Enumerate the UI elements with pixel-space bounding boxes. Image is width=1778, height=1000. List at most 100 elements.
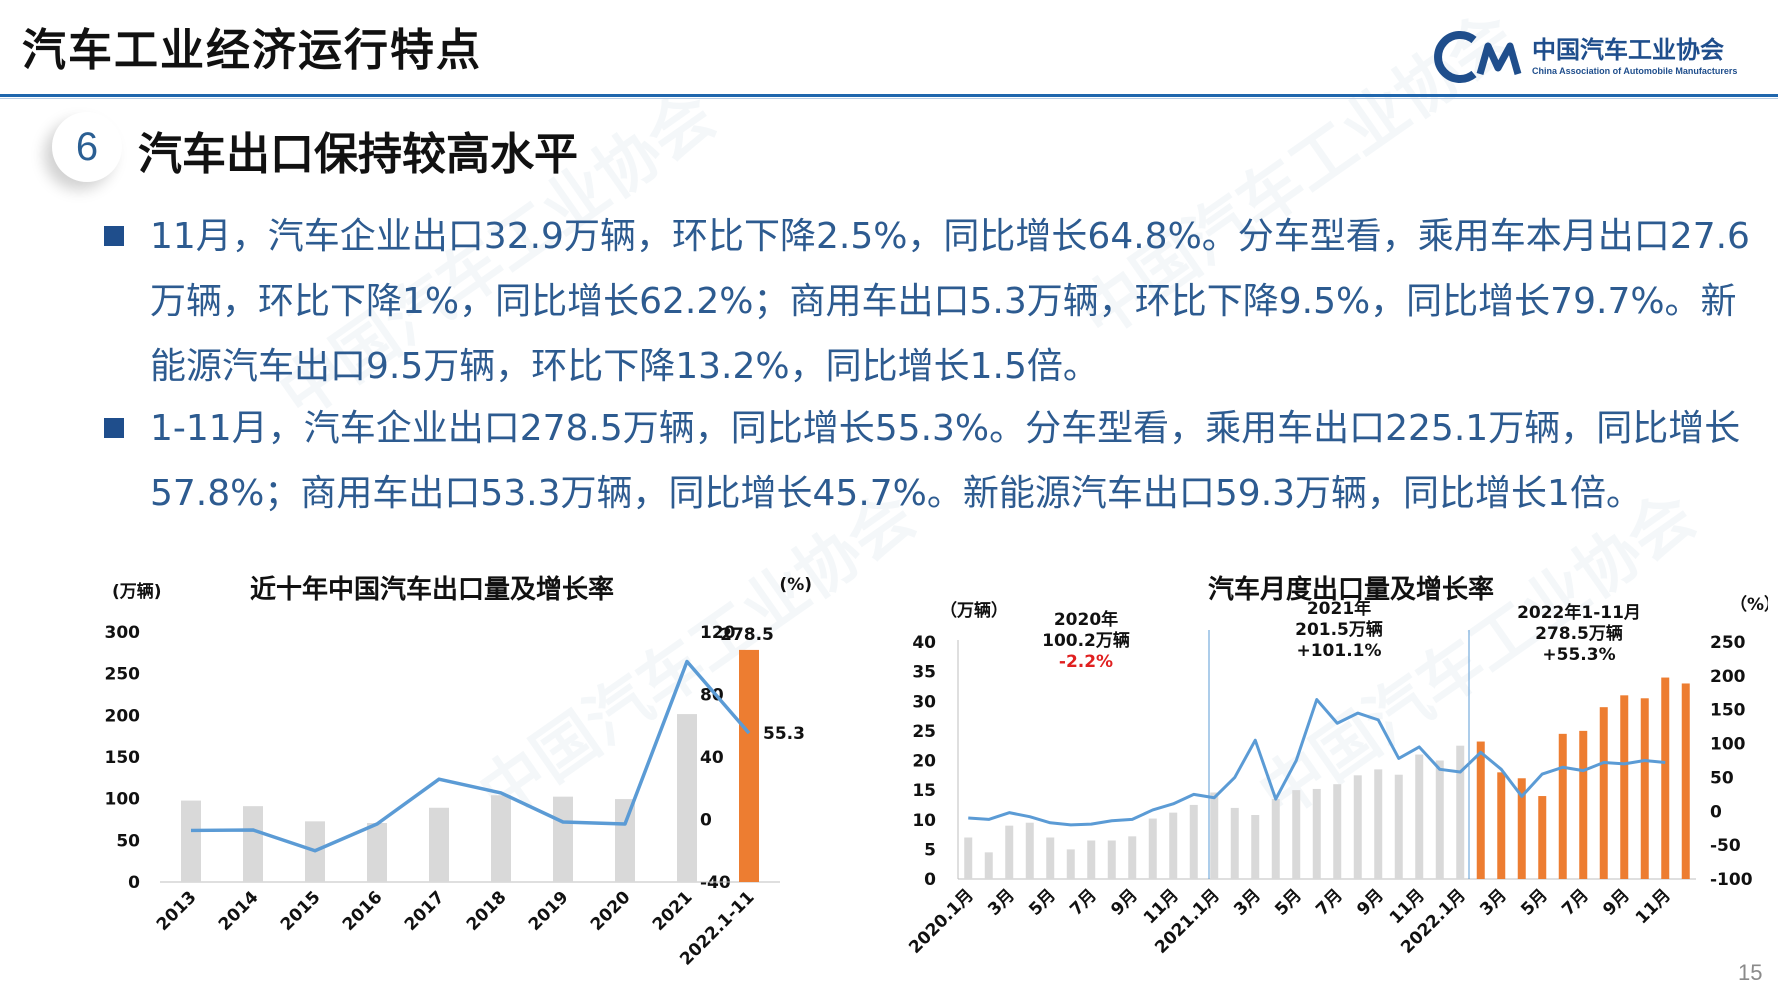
chart2-ytick: 15 [912, 781, 936, 801]
chart2-bar-2022 [1681, 683, 1690, 879]
chart2-title: 汽车月度出口量及增长率 [1208, 574, 1494, 605]
chart2-bar [1456, 745, 1465, 879]
chart2-y2tick: 150 [1710, 701, 1746, 721]
chart1-bar [615, 799, 635, 882]
chart1-ytick: 250 [105, 665, 141, 685]
chart2-bar [1251, 815, 1260, 879]
chart1-y2label: (%) [779, 575, 812, 595]
annotation-2022-rate: +55.3% [1542, 645, 1615, 665]
chart1-xtick: 2018 [463, 887, 511, 935]
chart2-annotation-2020: 2020年 100.2万辆 -2.2% [1042, 609, 1130, 672]
chart2-bar-2022 [1538, 796, 1547, 879]
bullet-square-1 [104, 226, 124, 246]
cama-logo [1434, 31, 1522, 83]
chart1-xtick: 2017 [401, 887, 449, 935]
chart1-xtick: 2015 [277, 887, 325, 935]
bullet-paragraph-2: 1-11月，汽车企业出口278.5万辆，同比增长55.3%。分车型看，乘用车出口… [150, 408, 1741, 514]
chart2-bar [1046, 837, 1055, 879]
annotation-2022-volume: 278.5万辆 [1535, 623, 1623, 644]
chart2-bar [1230, 807, 1239, 879]
chart1-y2tick: 40 [700, 748, 724, 768]
slide-number: 15 [1738, 960, 1763, 985]
chart2-bar [1271, 799, 1280, 879]
chart1-last-bar-label: 278.5 [720, 625, 774, 645]
chart1-xtick: 2020 [587, 887, 635, 935]
chart1-y2tick: 80 [700, 686, 724, 706]
chart2-bar [1374, 769, 1383, 879]
chart1-ytick: 200 [105, 706, 141, 726]
chart2-xtick: 3月 [984, 885, 1019, 920]
chart2-xtick: 7月 [1312, 885, 1347, 920]
chart2-xtick: 2020.1月 [905, 885, 978, 958]
chart2-xtick: 3月 [1476, 885, 1511, 920]
chart2-xtick: 5月 [1271, 885, 1306, 920]
chart2-bar-2022 [1620, 695, 1629, 879]
chart2-bar [1066, 849, 1075, 879]
chart1-ytick: 100 [105, 790, 141, 810]
title-divider [0, 94, 1778, 97]
chart2-ytick: 10 [912, 811, 936, 831]
chart2-annotation-2022: 2022年1-11月 278.5万辆 +55.3% [1517, 602, 1641, 665]
chart1-y2tick: 120 [700, 623, 736, 643]
chart2-xtick: 5月 [1517, 885, 1552, 920]
chart1-last-line-label: 55.3 [763, 724, 805, 744]
chart1-ytick: 300 [105, 623, 141, 643]
chart2-ytick: 25 [912, 722, 936, 742]
chart2-bar [964, 837, 973, 879]
chart2-y2tick: 50 [1710, 768, 1734, 788]
chart2-y2tick: 0 [1710, 802, 1722, 822]
chart2-bar [1210, 792, 1219, 879]
chart1-xtick: 2021 [649, 887, 697, 935]
chart1-title: 近十年中国汽车出口量及增长率 [250, 574, 614, 605]
logo-c-mark [1434, 31, 1477, 83]
annotation-2022-year: 2022年1-11月 [1517, 602, 1641, 623]
chart2-bar [1333, 784, 1342, 879]
chart1-xtick: 2016 [339, 887, 387, 935]
chart2-y2tick: 100 [1710, 735, 1746, 755]
chart2-growth-line [968, 698, 1666, 827]
chart2-bar-2022 [1517, 778, 1526, 879]
chart2-xtick: 9月 [1599, 885, 1634, 920]
section-number-badge [52, 112, 122, 182]
chart1-bar [181, 800, 201, 882]
chart2-bar [1435, 760, 1444, 879]
chart2-bar [1087, 840, 1096, 879]
chart2-y2tick: -50 [1710, 836, 1741, 856]
chart1-y2tick: -40 [700, 873, 731, 893]
chart2-bar-2022 [1579, 730, 1588, 879]
chart2-ytick: 20 [912, 752, 936, 772]
chart2-bar-2022 [1599, 707, 1608, 879]
chart2-bar [1169, 812, 1178, 879]
annotation-2021-rate: +101.1% [1296, 641, 1381, 661]
chart2-bar [1005, 825, 1014, 879]
chart2-xtick: 3月 [1230, 885, 1265, 920]
chart2-bar [1415, 754, 1424, 879]
chart1-ytick: 0 [128, 873, 140, 893]
chart1-ytick: 150 [105, 748, 141, 768]
chart2-bar [984, 852, 993, 879]
chart2-bar [1189, 804, 1198, 879]
chart2-ytick: 5 [924, 840, 936, 860]
chart-annual-exports: 近十年中国汽车出口量及增长率 (万辆) (%) 300 250 200 150 100 5… [105, 574, 813, 970]
logo-text-cn: 中国汽车工业协会 [1532, 36, 1724, 64]
chart2-bar [1128, 836, 1137, 879]
chart2-ylabel: （万辆） [940, 600, 1008, 621]
chart2-y2tick: 250 [1710, 633, 1746, 653]
bullet-square-2 [104, 418, 124, 438]
chart2-bar [1025, 822, 1034, 879]
chart1-bar [553, 796, 573, 882]
chart1-ylabel: (万辆) [112, 581, 162, 602]
chart2-annotation-2021: 2021年 201.5万辆 +101.1% [1295, 598, 1383, 661]
chart1-xtick: 2013 [153, 887, 201, 935]
section-number: 6 [75, 125, 99, 169]
section-title: 汽车出口保持较高水平 [138, 129, 578, 180]
chart1-y2tick: 0 [700, 811, 712, 831]
chart2-ytick: 40 [912, 633, 936, 653]
chart1-growth-line [190, 659, 751, 853]
chart2-bar [1292, 790, 1301, 879]
chart1-bar [367, 823, 387, 882]
chart2-bar [1353, 775, 1362, 879]
chart1-bar-highlight [739, 649, 759, 882]
chart2-y2label: （%） [1730, 594, 1768, 615]
